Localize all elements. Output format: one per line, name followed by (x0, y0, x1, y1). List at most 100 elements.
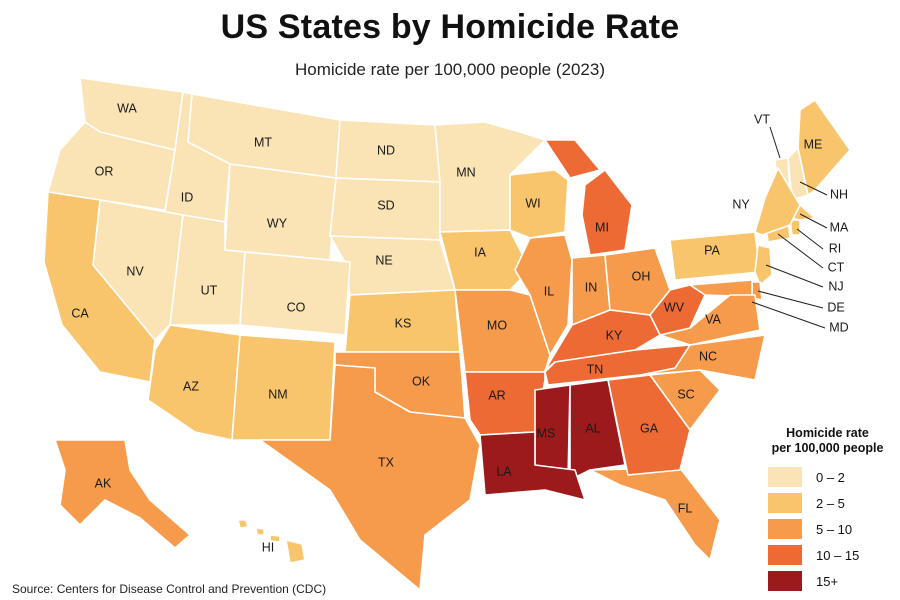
state-ca (43, 191, 156, 383)
state-label-ne: NE (375, 253, 392, 267)
state-label-ks: KS (395, 316, 412, 330)
leader-line-de (757, 290, 824, 309)
state-label-ma: MA (830, 220, 849, 234)
leader-line-vt (769, 126, 781, 159)
leader-line-nh (799, 181, 828, 196)
legend-swatch (768, 467, 802, 487)
state-label-az: AZ (183, 379, 199, 393)
state-label-vt: VT (754, 112, 770, 126)
state-label-mi: MI (595, 220, 609, 234)
state-label-nm: NM (268, 387, 287, 401)
state-mi (544, 139, 633, 256)
state-label-ak: AK (95, 476, 112, 490)
legend: Homicide rate per 100,000 people 0 – 2 2… (760, 426, 895, 594)
state-label-nj: NJ (828, 279, 843, 293)
state-label-sd: SD (377, 198, 394, 212)
state-hi (237, 519, 306, 564)
state-il (514, 234, 573, 356)
state-tn (544, 344, 691, 386)
state-label-fl: FL (678, 501, 693, 515)
state-la (479, 431, 586, 501)
state-label-ms: MS (537, 426, 556, 440)
state-label-mt: MT (254, 135, 272, 149)
state-label-mn: MN (456, 165, 475, 179)
state-label-pa: PA (704, 243, 720, 257)
legend-label: 15+ (816, 573, 839, 589)
legend-label: 5 – 10 (816, 521, 853, 537)
state-label-in: IN (585, 280, 598, 294)
page-subtitle: Homicide rate per 100,000 people (2023) (295, 60, 605, 79)
state-label-wy: WY (267, 216, 288, 230)
state-label-la: LA (496, 464, 512, 478)
state-label-ga: GA (640, 421, 659, 435)
source-note: Source: Centers for Disease Control and … (12, 582, 327, 596)
leader-line-md (751, 301, 826, 329)
legend-item: 0 – 2 (760, 464, 895, 490)
state-label-me: ME (804, 137, 823, 151)
state-co (239, 251, 351, 336)
legend-item: 5 – 10 (760, 516, 895, 542)
legend-label: 0 – 2 (816, 469, 845, 485)
state-label-al: AL (585, 421, 600, 435)
state-label-ca: CA (71, 306, 89, 320)
state-ny (669, 167, 801, 241)
state-nj (754, 244, 773, 286)
legend-item: 2 – 5 (760, 490, 895, 516)
legend-swatch (768, 519, 802, 539)
legend-item: 15+ (760, 568, 895, 594)
state-tx (259, 364, 481, 591)
state-label-ok: OK (412, 374, 431, 388)
state-label-nh: NH (830, 187, 848, 201)
state-label-ct: CT (828, 260, 845, 274)
state-ia (439, 229, 531, 291)
state-ri (789, 219, 801, 236)
state-label-md: MD (829, 320, 848, 334)
state-ak (54, 439, 191, 549)
legend-item: 10 – 15 (760, 542, 895, 568)
legend-swatch (768, 493, 802, 513)
state-fl (589, 467, 721, 561)
leader-line-nj (765, 264, 824, 288)
state-label-tx: TX (378, 455, 395, 469)
state-label-ri: RI (829, 241, 842, 255)
state-al (569, 379, 626, 481)
state-label-co: CO (287, 300, 306, 314)
state-me (797, 99, 851, 196)
state-label-mo: MO (487, 318, 507, 332)
state-ga (607, 374, 691, 476)
leader-line-ri (796, 228, 824, 250)
state-label-wv: WV (664, 300, 685, 314)
state-label-ar: AR (488, 388, 505, 402)
state-label-ut: UT (201, 283, 218, 297)
state-label-il: IL (544, 284, 554, 298)
state-wy (224, 163, 337, 261)
state-label-tn: TN (587, 362, 604, 376)
state-label-oh: OH (632, 269, 651, 283)
leader-line-ma (799, 213, 828, 229)
state-label-va: VA (705, 312, 721, 326)
leader-line-ct (777, 233, 824, 269)
legend-swatch (768, 545, 802, 565)
state-label-wa: WA (117, 101, 137, 115)
state-ar (464, 371, 546, 436)
state-label-ia: IA (474, 245, 486, 259)
state-label-sc: SC (677, 387, 694, 401)
state-label-hi: HI (262, 540, 275, 554)
legend-swatch (768, 571, 802, 591)
state-label-wi: WI (525, 196, 540, 210)
legend-title-line2: per 100,000 people (771, 441, 884, 455)
legend-title: Homicide rate per 100,000 people (760, 426, 895, 456)
state-label-ky: KY (606, 328, 623, 342)
state-label-or: OR (95, 164, 114, 178)
state-label-nc: NC (699, 349, 717, 363)
legend-label: 10 – 15 (816, 547, 860, 563)
state-label-ny: NY (732, 197, 750, 211)
state-label-nv: NV (126, 264, 144, 278)
state-label-de: DE (827, 300, 844, 314)
page-title: US States by Homicide Rate (220, 8, 680, 46)
state-label-nd: ND (377, 143, 395, 157)
legend-title-line1: Homicide rate (786, 426, 869, 440)
legend-label: 2 – 5 (816, 495, 845, 511)
state-label-id: ID (181, 190, 194, 204)
